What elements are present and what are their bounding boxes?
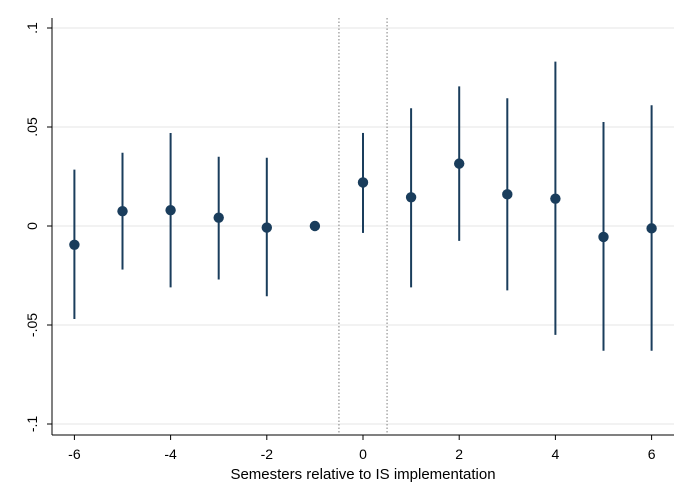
point-estimates [69,158,657,251]
y-tick-label: .05 [24,117,40,137]
point-estimate [454,158,465,169]
y-tick-label: -.05 [24,313,40,337]
point-estimate [598,231,609,243]
y-tick-label: -.1 [24,416,40,433]
x-tick-label: -4 [164,446,177,462]
point-estimate [405,192,417,203]
x-tick-label: -6 [68,446,81,462]
x-tick-label: 6 [648,446,656,462]
point-estimate [357,177,369,188]
x-tick-label: -2 [261,446,274,462]
point-estimate [165,204,176,216]
x-axis-title: Semesters relative to IS implementation [230,466,495,483]
y-tick-label: .1 [24,22,40,34]
x-tick-label: 4 [552,446,560,462]
point-estimate [550,193,561,204]
y-axis-ticks: -.1 -.05 0 .05 .1 [24,22,52,432]
point-estimate [69,239,80,251]
x-tick-label: 2 [455,446,463,462]
point-estimate [646,223,657,234]
x-axis-ticks: -6 -4 -2 0 2 4 6 [68,435,656,462]
point-estimate [309,220,321,232]
x-tick-label: 0 [359,446,367,462]
y-tick-label: 0 [24,222,40,230]
reference-lines [338,18,388,435]
point-estimate [213,212,224,223]
point-estimate [117,205,128,217]
point-estimate [261,222,272,233]
point-estimate [502,189,513,200]
